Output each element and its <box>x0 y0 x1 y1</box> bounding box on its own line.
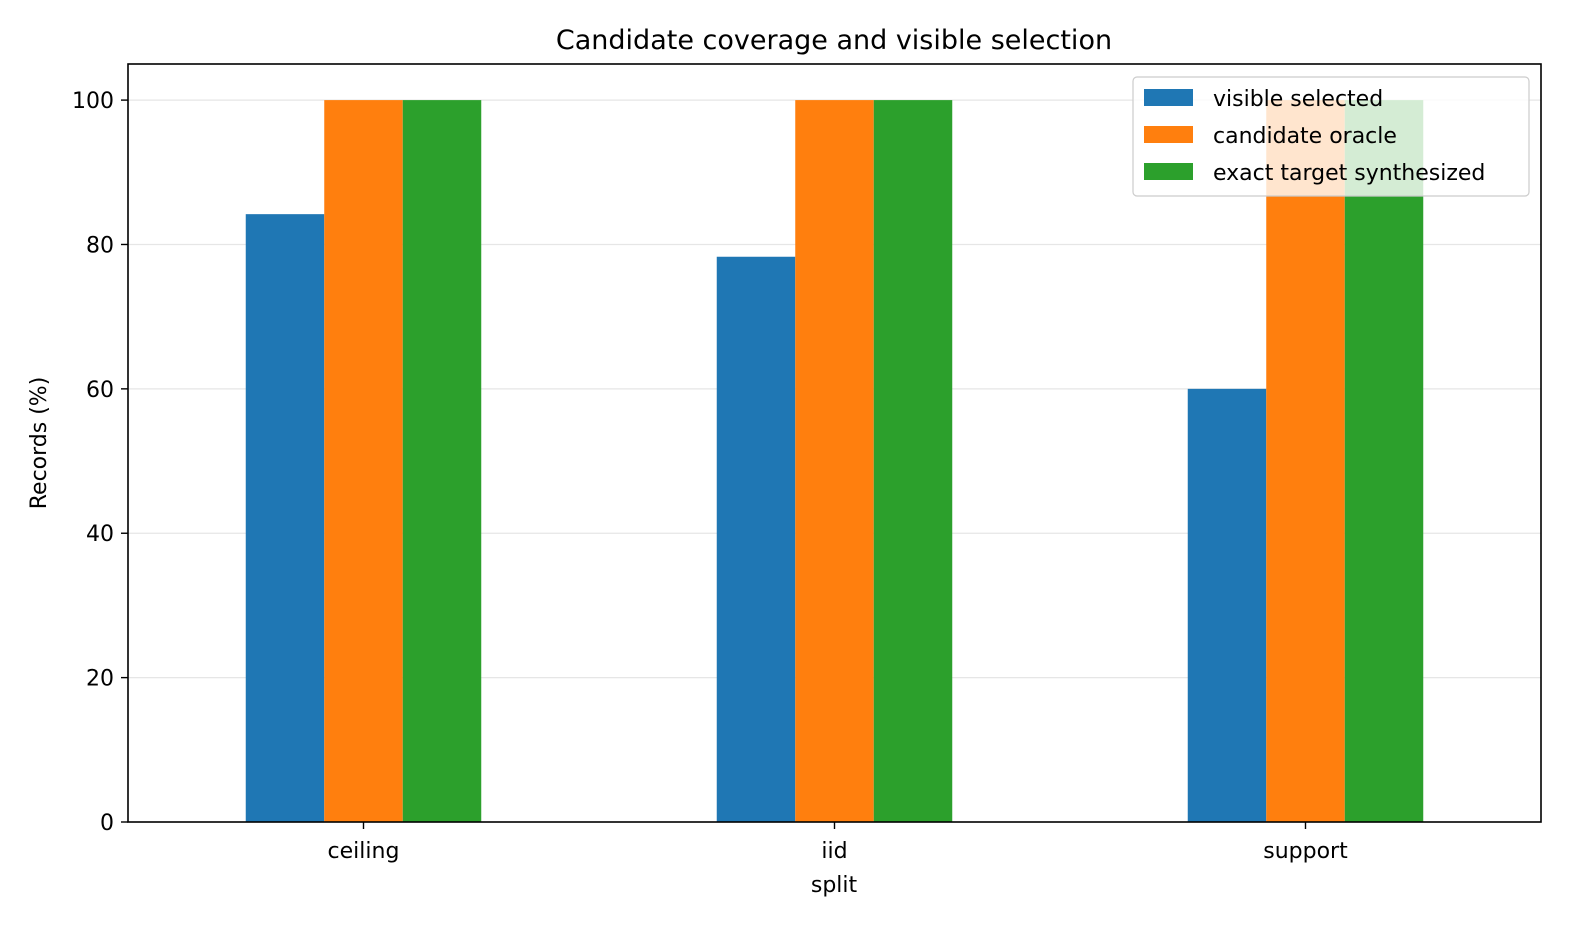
y-axis-label: Records (%) <box>27 377 52 510</box>
chart-title: Candidate coverage and visible selection <box>556 25 1112 56</box>
x-tick-label: ceiling <box>328 839 400 864</box>
bar <box>716 256 796 823</box>
legend-swatch <box>1144 163 1193 180</box>
legend-entry-label: exact target synthesized <box>1213 161 1485 186</box>
legend-swatch <box>1144 126 1193 143</box>
bar <box>1187 388 1267 822</box>
y-tick-label: 40 <box>86 522 114 547</box>
bar <box>873 100 953 823</box>
bar <box>795 100 874 823</box>
bars <box>245 100 1424 823</box>
x-axis-label: split <box>811 873 858 898</box>
legend-box <box>1132 76 1530 197</box>
y-tick-label: 60 <box>86 378 114 403</box>
y-tick-label: 20 <box>86 667 114 692</box>
x-axis-ticks: ceiling iid support <box>328 822 1348 864</box>
bar <box>1266 100 1345 823</box>
legend-entry-label: visible selected <box>1213 87 1383 112</box>
bar <box>402 100 482 823</box>
y-tick-label: 100 <box>72 89 114 114</box>
bar <box>1344 100 1424 823</box>
bar <box>324 100 403 823</box>
y-tick-label: 80 <box>86 233 114 258</box>
x-tick-label: iid <box>821 839 847 864</box>
legend-entry-label: candidate oracle <box>1213 124 1397 149</box>
legend-swatch <box>1144 89 1193 106</box>
legend: visible selected candidate oracle exact ta… <box>1132 76 1530 197</box>
y-tick-label: 0 <box>100 811 114 836</box>
bar <box>245 214 325 822</box>
y-axis-ticks: 0 20 40 60 80 100 <box>72 89 128 836</box>
x-tick-label: support <box>1263 839 1348 864</box>
